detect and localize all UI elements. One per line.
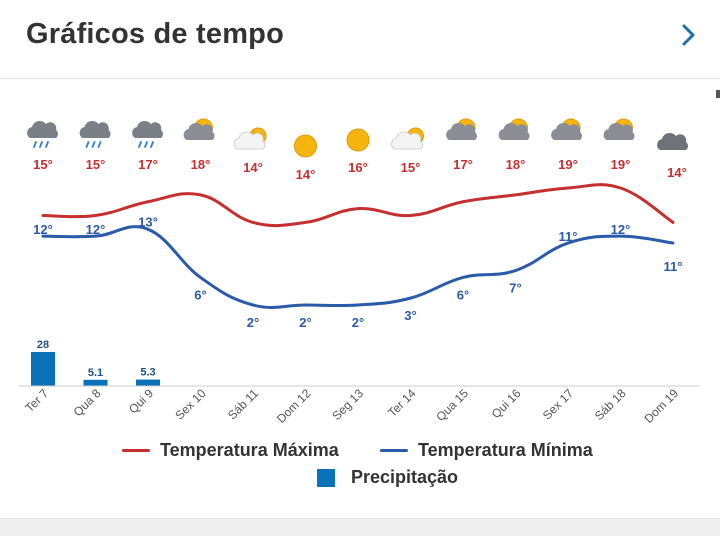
min-temp-label: 11° <box>664 259 683 274</box>
x-tick-label: Sáb 18 <box>592 386 629 423</box>
cloud-icon <box>657 132 688 150</box>
rain-cloud-icon <box>132 120 163 148</box>
legend-swatch-max <box>122 449 150 452</box>
legend-item-min[interactable]: Temperatura Mínima <box>380 440 593 461</box>
legend-label-min: Temperatura Mínima <box>418 440 593 460</box>
min-temp-label: 6° <box>457 287 469 302</box>
sun-icon <box>346 128 370 152</box>
x-tick-label: Sex 10 <box>172 386 209 423</box>
sun-icon <box>294 134 317 158</box>
min-temp-label: 12° <box>86 222 106 237</box>
max-temp-label: 15° <box>86 157 106 172</box>
x-tick-label: Qua 8 <box>71 386 104 419</box>
legend-swatch-precip <box>317 468 335 487</box>
precip-bar <box>83 379 108 386</box>
precip-label: 28 <box>37 339 49 351</box>
min-temp-label: 12° <box>611 222 631 237</box>
max-temp-label: 18° <box>191 157 211 172</box>
max-temp-label: 18° <box>506 157 526 172</box>
x-tick-label: Qua 15 <box>433 386 471 424</box>
x-tick-label: Sex 17 <box>540 386 577 423</box>
page-title: Gráficos de tempo <box>26 18 285 50</box>
precip-label: 5.1 <box>88 367 103 379</box>
x-tick-label: Ter 7 <box>22 386 51 415</box>
max-temp-line <box>41 183 675 228</box>
chevron-right-icon[interactable] <box>674 20 704 50</box>
legend-label-max: Temperatura Máxima <box>160 440 339 460</box>
sun-behind-cloud-icon <box>391 127 424 150</box>
rain-cloud-icon <box>79 120 111 148</box>
legend-item-precip[interactable]: Precipitação <box>317 467 458 488</box>
precip-bar <box>31 352 55 386</box>
max-temp-label: 17° <box>138 157 158 172</box>
sun-cloud-icon <box>551 118 582 140</box>
sun-cloud-icon <box>603 118 635 140</box>
max-temp-label: 19° <box>558 157 578 172</box>
max-temp-label: 14° <box>667 165 687 180</box>
min-temp-label: 2° <box>299 315 311 330</box>
x-tick-label: Seg 13 <box>329 386 366 423</box>
x-tick-label: Qui 9 <box>126 386 156 416</box>
min-temp-label: 2° <box>352 315 364 330</box>
x-tick-label: Ter 14 <box>385 386 419 420</box>
min-temp-label: 7° <box>509 281 521 296</box>
sun-cloud-icon <box>446 118 477 140</box>
min-temp-label: 2° <box>247 315 259 330</box>
sun-behind-cloud-icon <box>233 127 267 150</box>
weather-chart: 15° 15° 17° 18° 14° 14° 16° 15° 17° 18° 19° 19° 14° 1… <box>18 118 700 426</box>
x-tick-label: Dom 12 <box>274 386 314 426</box>
footer-divider <box>0 518 720 536</box>
sun-cloud-icon <box>498 118 530 140</box>
x-tick-label: Sáb 11 <box>225 386 261 422</box>
header: Gráficos de tempo <box>0 0 720 79</box>
max-temp-label: 16° <box>348 160 368 175</box>
x-tick-label: Qui 16 <box>489 386 524 421</box>
max-temp-label: 14° <box>296 167 316 182</box>
min-temp-label: 13° <box>138 214 158 229</box>
min-temp-label: 12° <box>33 222 53 237</box>
min-temp-label: 11° <box>559 229 578 244</box>
legend-item-max[interactable]: Temperatura Máxima <box>122 440 339 461</box>
max-temp-label: 15° <box>401 160 421 175</box>
max-temp-label: 19° <box>611 157 631 172</box>
min-temp-label: 6° <box>194 287 206 302</box>
max-temp-label: 17° <box>453 157 473 172</box>
x-tick-label: Dom 19 <box>642 386 682 426</box>
sun-cloud-icon <box>183 118 215 140</box>
precip-label: 5.3 <box>140 367 155 379</box>
rain-cloud-icon <box>27 120 58 148</box>
max-temp-label: 15° <box>33 157 53 172</box>
precip-bar <box>136 379 160 386</box>
chart-legend: Temperatura Máxima Temperatura Mínima Pr… <box>0 432 720 502</box>
min-temp-label: 3° <box>404 308 416 323</box>
legend-swatch-min <box>380 449 408 452</box>
edge-indicator-icon <box>716 90 720 98</box>
min-temp-line <box>41 225 675 309</box>
legend-label-precip: Precipitação <box>351 467 459 487</box>
max-temp-label: 14° <box>243 160 263 175</box>
